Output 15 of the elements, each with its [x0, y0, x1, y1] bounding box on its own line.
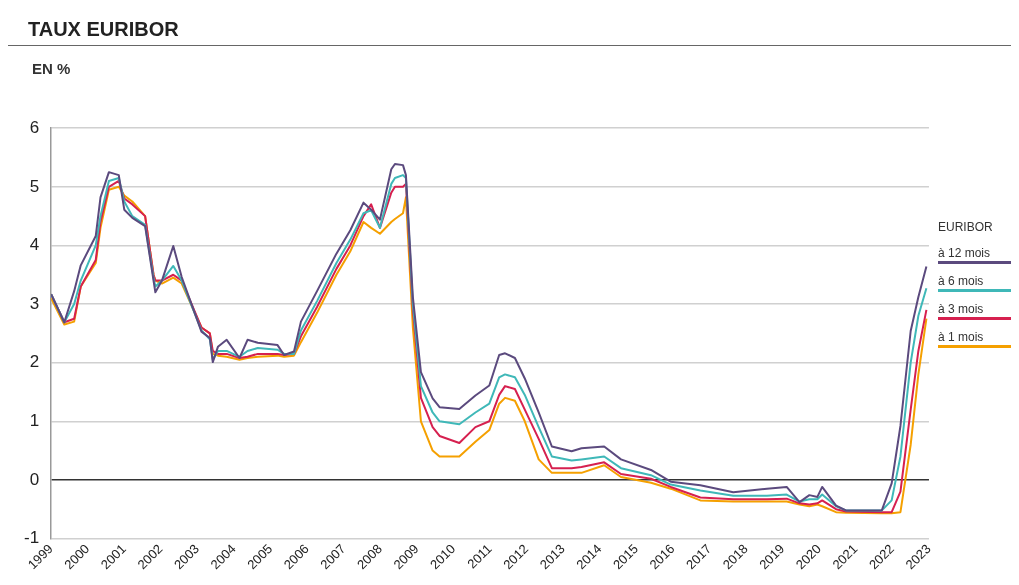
y-tick-label: 2 [29, 352, 40, 372]
y-tick-label: -1 [23, 528, 40, 548]
y-tick-label: 6 [29, 117, 40, 137]
y-tick-label: 5 [29, 176, 40, 196]
y-tick-label: 1 [29, 410, 40, 430]
series-label: à 6 mois [938, 274, 1011, 292]
chart-subtitle: EN % [32, 60, 71, 77]
chart-title: TAUX EURIBOR [28, 18, 179, 40]
legend-title: EURIBOR [938, 220, 994, 234]
y-tick-label: 0 [29, 469, 40, 489]
series-label: à 12 mois [938, 246, 1011, 264]
series-label: à 3 mois [938, 302, 1011, 320]
y-tick-label: 3 [29, 293, 40, 313]
y-tick-label: 4 [29, 235, 40, 255]
series-label: à 1 mois [938, 330, 1011, 348]
